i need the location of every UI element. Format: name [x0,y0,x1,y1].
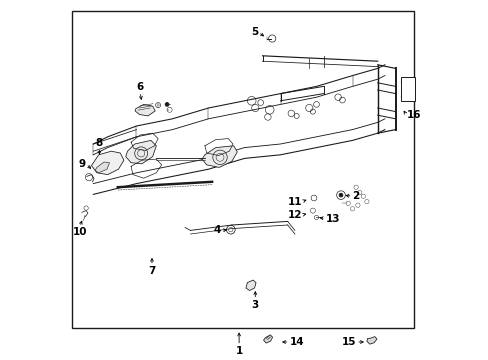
Text: 16: 16 [406,110,420,120]
Text: 6: 6 [136,82,143,92]
Text: 7: 7 [148,266,155,276]
Text: 14: 14 [289,337,304,347]
Circle shape [339,193,342,197]
Text: 1: 1 [235,346,242,356]
Polygon shape [125,140,156,164]
Text: 9: 9 [79,159,86,169]
Text: 11: 11 [287,197,302,207]
Polygon shape [135,104,155,116]
Polygon shape [366,337,376,344]
Polygon shape [263,335,272,343]
Text: 8: 8 [96,138,103,148]
Text: 2: 2 [352,191,359,201]
Polygon shape [202,146,237,167]
Polygon shape [95,162,109,173]
Text: 13: 13 [325,213,340,224]
Bar [400,77,414,101]
Text: 4: 4 [213,225,221,235]
Text: 15: 15 [341,337,355,347]
Polygon shape [91,151,123,175]
Text: 5: 5 [250,27,258,37]
Text: 10: 10 [72,227,87,237]
Text: 12: 12 [287,210,302,220]
Bar [72,11,413,328]
Circle shape [165,103,168,106]
Polygon shape [245,280,256,291]
Text: 3: 3 [251,300,258,310]
